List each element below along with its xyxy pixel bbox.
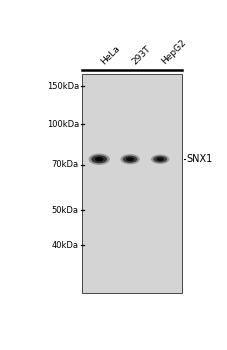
Ellipse shape (91, 155, 107, 163)
Text: HeLa: HeLa (99, 44, 121, 66)
Ellipse shape (150, 154, 169, 164)
Ellipse shape (94, 157, 103, 161)
Text: HepG2: HepG2 (159, 38, 188, 66)
Ellipse shape (88, 154, 109, 165)
Text: 50kDa: 50kDa (52, 206, 79, 215)
Text: 150kDa: 150kDa (46, 82, 79, 91)
Text: 40kDa: 40kDa (52, 241, 79, 250)
Bar (81, 74, 181, 293)
Ellipse shape (126, 157, 133, 161)
Text: SNX1: SNX1 (186, 154, 212, 164)
Ellipse shape (120, 154, 139, 164)
Ellipse shape (122, 156, 137, 163)
Ellipse shape (153, 156, 166, 163)
Text: 293T: 293T (130, 44, 152, 66)
Ellipse shape (156, 158, 163, 161)
Text: 100kDa: 100kDa (46, 120, 79, 129)
Text: 70kDa: 70kDa (52, 160, 79, 169)
